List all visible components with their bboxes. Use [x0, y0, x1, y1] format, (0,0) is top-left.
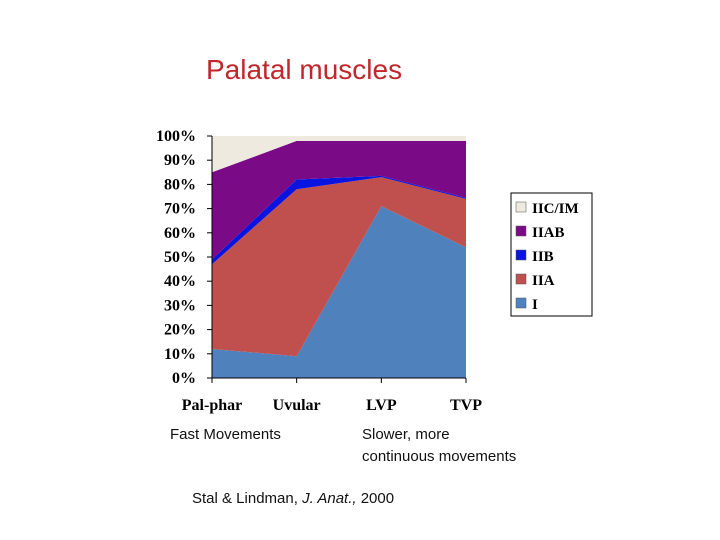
area-series-iia	[212, 177, 466, 357]
legend-label: IIB	[532, 249, 554, 265]
x-category-label: LVP	[366, 397, 397, 414]
legend-swatch	[515, 201, 527, 213]
y-tick-label: 90%	[164, 152, 196, 169]
legend-swatch	[515, 273, 527, 285]
x-category-labels: Pal-phar Uvular LVP TVP	[182, 397, 482, 414]
y-tick-label: 60%	[164, 225, 196, 242]
y-tick-label: 40%	[164, 273, 196, 290]
y-tick-label: 0%	[172, 370, 196, 387]
area-series-i	[212, 206, 466, 378]
legend-label: IIC/IM	[532, 201, 579, 217]
legend-swatch	[515, 225, 527, 237]
area-layer	[212, 136, 466, 378]
area-series-iic-im	[212, 136, 466, 173]
legend-swatch	[515, 297, 527, 309]
citation: Stal & Lindman, J. Anat., 2000	[192, 490, 395, 507]
y-tick-label: 30%	[164, 297, 196, 314]
chart-title: Palatal muscles	[206, 54, 403, 85]
legend-label: I	[532, 297, 538, 313]
y-tick-label: 20%	[164, 322, 196, 339]
legend-box	[510, 192, 593, 317]
fast-movements-note: Fast Movements	[170, 426, 281, 443]
x-category-label: TVP	[450, 397, 482, 414]
y-tick-label: 70%	[164, 201, 196, 218]
legend-label: IIA	[532, 273, 555, 289]
y-tick-label: 10%	[164, 346, 196, 363]
y-tick-labels: 0% 10% 20% 30% 40% 50% 60% 70% 80% 90% 100%	[156, 128, 196, 387]
axes-layer	[207, 135, 467, 383]
x-category-label: Uvular	[273, 397, 321, 414]
slow-movements-note: Slower, more continuous movements	[362, 426, 517, 465]
y-tick-label: 50%	[164, 249, 196, 266]
legend-swatch	[515, 249, 527, 261]
legend-label: IIAB	[532, 225, 565, 241]
legend: IIC/IM IIAB IIB IIA I	[510, 192, 593, 317]
area-series-iiab	[212, 140, 466, 260]
y-tick-label: 100%	[156, 128, 196, 145]
y-tick-label: 80%	[164, 176, 196, 193]
x-category-label: Pal-phar	[182, 397, 242, 414]
